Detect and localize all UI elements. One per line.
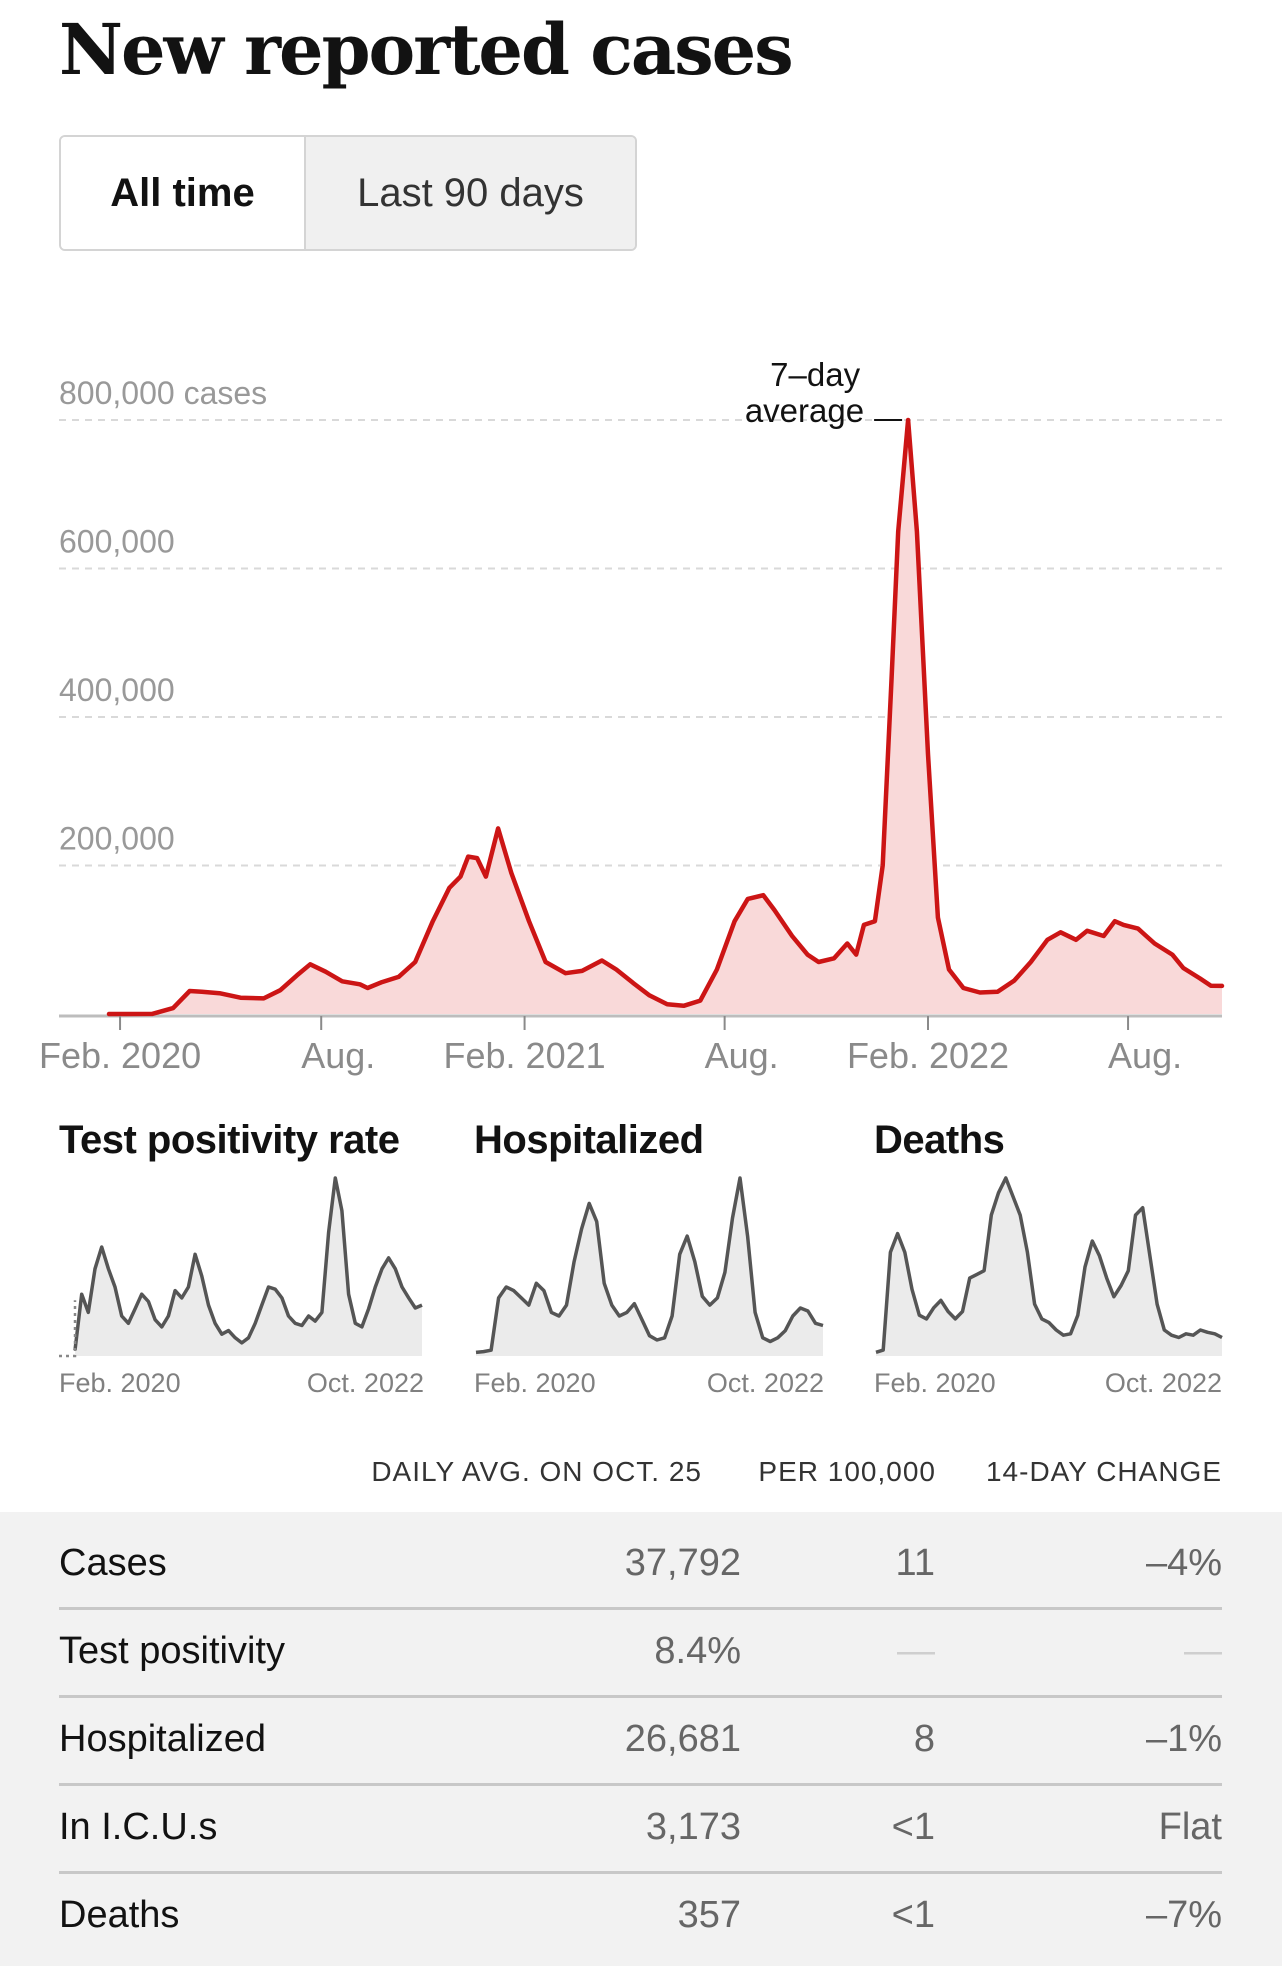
table-header-14-day-change: 14-DAY CHANGE (985, 1456, 1222, 1487)
sparkline-start-label: Feb. 2020 (59, 1368, 181, 1398)
sparkline-start-label: Feb. 2020 (874, 1368, 996, 1398)
per-100k-value: <1 (891, 1894, 935, 1936)
table-row: Cases 37,792 11 –4% (59, 1522, 1222, 1610)
sparkline-end-label: Oct. 2022 (1104, 1368, 1222, 1398)
hospitalized-sparkline (475, 1176, 824, 1356)
row-label: Test positivity (59, 1630, 285, 1672)
sparkline-missing-data (59, 1300, 77, 1358)
sparkline-line (875, 1176, 1223, 1354)
row-label: In I.C.U.s (59, 1806, 218, 1848)
cases-area (109, 420, 1222, 1014)
daily-avg-value: 26,681 (624, 1718, 741, 1760)
table-row: Test positivity 8.4% — — (59, 1610, 1222, 1698)
sparkline-line (73, 1176, 423, 1351)
per-100k-value: 8 (913, 1718, 935, 1760)
sparkline-start-label: Feb. 2020 (474, 1368, 596, 1398)
sparkline-end-label: Oct. 2022 (706, 1368, 824, 1398)
sparkline-area (476, 1178, 823, 1356)
page-title: New reported cases (59, 8, 794, 91)
table-header-per-100k: PER 100,000 (758, 1456, 936, 1487)
change-value: –7% (1145, 1894, 1222, 1936)
x-tick-label: Feb. 2022 (847, 1035, 1009, 1076)
sparkline-end-label: Oct. 2022 (306, 1368, 424, 1398)
sparkline-line (475, 1176, 824, 1355)
sparkline-area (75, 1178, 422, 1356)
daily-avg-value: 37,792 (624, 1542, 741, 1584)
sparkline-area (876, 1178, 1222, 1356)
test-positivity-title: Test positivity rate (59, 1118, 400, 1162)
cases-chart: 200,000 400,000 600,000 800,000 cases Feb. 2… (39, 356, 1225, 1076)
y-tick-label: 200,000 (59, 821, 175, 857)
y-tick-label: 800,000 cases (59, 375, 267, 411)
row-label: Deaths (59, 1894, 180, 1936)
deaths-sparkline (875, 1176, 1223, 1356)
change-value: — (1184, 1630, 1222, 1672)
y-tick-label: 600,000 (59, 524, 175, 560)
annotation-label: 7–day (770, 356, 860, 393)
annotation-label: average (745, 392, 864, 429)
table-header-daily-avg: DAILY AVG. ON OCT. 25 (371, 1456, 702, 1487)
change-value: –4% (1145, 1542, 1222, 1584)
deaths-title: Deaths (874, 1118, 1005, 1162)
x-tick-label: Aug. (1108, 1035, 1182, 1076)
daily-avg-value: 357 (677, 1894, 741, 1936)
all-time-button[interactable]: All time (61, 137, 306, 249)
change-value: Flat (1158, 1806, 1222, 1848)
test-positivity-sparkline (59, 1176, 423, 1358)
daily-avg-value: 8.4% (654, 1630, 741, 1672)
row-label: Hospitalized (59, 1718, 266, 1760)
last-90-days-button[interactable]: Last 90 days (306, 137, 635, 249)
per-100k-value: <1 (891, 1806, 935, 1848)
table-row: In I.C.U.s 3,173 <1 Flat (59, 1786, 1222, 1874)
change-value: –1% (1145, 1718, 1222, 1760)
x-tick-label: Aug. (705, 1035, 779, 1076)
per-100k-value: — (897, 1630, 935, 1672)
row-label: Cases (59, 1542, 167, 1584)
y-tick-label: 400,000 (59, 672, 175, 708)
daily-avg-value: 3,173 (645, 1806, 741, 1848)
table-row: Deaths 357 <1 –7% (59, 1874, 1222, 1962)
stats-table (0, 1512, 1282, 1966)
x-tick-label: Feb. 2020 (39, 1035, 201, 1076)
hospitalized-title: Hospitalized (474, 1118, 704, 1162)
table-row: Hospitalized 26,681 8 –1% (59, 1698, 1222, 1786)
time-range-toggle: All time Last 90 days (59, 135, 637, 251)
cases-line (106, 417, 1225, 1017)
x-tick-label: Feb. 2021 (444, 1035, 606, 1076)
per-100k-value: 11 (895, 1542, 935, 1584)
x-tick-label: Aug. (301, 1035, 375, 1076)
